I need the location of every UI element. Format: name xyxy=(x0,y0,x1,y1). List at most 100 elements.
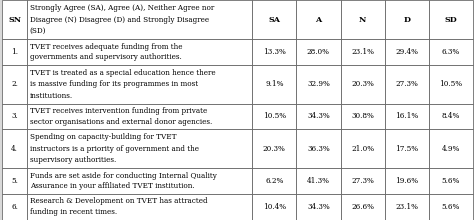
Bar xyxy=(429,0,473,39)
Bar xyxy=(296,129,340,168)
Text: 30.8%: 30.8% xyxy=(351,112,374,120)
Text: 5.6%: 5.6% xyxy=(442,203,460,211)
Bar xyxy=(27,0,252,39)
Text: 20.3%: 20.3% xyxy=(351,80,374,88)
Text: 6.3%: 6.3% xyxy=(442,48,460,56)
Text: 29.4%: 29.4% xyxy=(395,48,418,56)
Text: 4.: 4. xyxy=(11,145,18,153)
Text: 36.3%: 36.3% xyxy=(307,145,330,153)
Text: 28.0%: 28.0% xyxy=(307,48,330,56)
Bar xyxy=(385,65,429,104)
Bar xyxy=(429,168,473,194)
Text: 5.6%: 5.6% xyxy=(442,177,460,185)
Bar xyxy=(252,194,296,220)
Text: supervisory authorities.: supervisory authorities. xyxy=(30,156,116,164)
Text: A: A xyxy=(315,16,321,24)
Text: 23.1%: 23.1% xyxy=(351,48,374,56)
Text: TVET receives adequate funding from the: TVET receives adequate funding from the xyxy=(30,43,182,51)
Bar xyxy=(252,168,296,194)
Bar xyxy=(296,65,340,104)
Text: 17.5%: 17.5% xyxy=(395,145,419,153)
Bar xyxy=(385,168,429,194)
Bar xyxy=(27,65,252,104)
Text: N: N xyxy=(359,16,366,24)
Bar xyxy=(252,0,296,39)
Text: institutions.: institutions. xyxy=(30,92,73,100)
Text: 19.6%: 19.6% xyxy=(395,177,419,185)
Text: 8.4%: 8.4% xyxy=(442,112,460,120)
Text: 5.: 5. xyxy=(11,177,18,185)
Text: 34.3%: 34.3% xyxy=(307,203,330,211)
Text: Strongly Agree (SA), Agree (A), Neither Agree nor: Strongly Agree (SA), Agree (A), Neither … xyxy=(30,4,214,12)
Bar xyxy=(2,168,27,194)
Text: is massive funding for its programmes in most: is massive funding for its programmes in… xyxy=(30,80,198,88)
Text: 27.3%: 27.3% xyxy=(351,177,374,185)
Text: 26.6%: 26.6% xyxy=(351,203,374,211)
Text: 3.: 3. xyxy=(11,112,18,120)
Bar xyxy=(429,65,473,104)
Bar xyxy=(27,168,252,194)
Bar xyxy=(340,129,385,168)
Bar xyxy=(27,39,252,65)
Bar xyxy=(385,39,429,65)
Bar xyxy=(2,104,27,129)
Text: 10.4%: 10.4% xyxy=(263,203,286,211)
Text: 4.9%: 4.9% xyxy=(442,145,460,153)
Bar xyxy=(296,0,340,39)
Text: Assurance in your affiliated TVET institution.: Assurance in your affiliated TVET instit… xyxy=(30,182,194,190)
Bar xyxy=(340,0,385,39)
Text: Funds are set aside for conducting Internal Quality: Funds are set aside for conducting Inter… xyxy=(30,172,217,180)
Text: TVET is treated as a special education hence there: TVET is treated as a special education h… xyxy=(30,69,216,77)
Text: Research & Development on TVET has attracted: Research & Development on TVET has attra… xyxy=(30,197,208,205)
Bar xyxy=(27,194,252,220)
Text: 9.1%: 9.1% xyxy=(265,80,283,88)
Text: 10.5%: 10.5% xyxy=(439,80,463,88)
Bar xyxy=(429,104,473,129)
Bar xyxy=(385,129,429,168)
Text: 6.2%: 6.2% xyxy=(265,177,283,185)
Text: 6.: 6. xyxy=(11,203,18,211)
Text: Disagree (N) Disagree (D) and Strongly Disagree: Disagree (N) Disagree (D) and Strongly D… xyxy=(30,16,209,24)
Bar xyxy=(429,129,473,168)
Bar xyxy=(252,104,296,129)
Text: SD: SD xyxy=(445,16,457,24)
Bar xyxy=(340,104,385,129)
Bar xyxy=(252,65,296,104)
Text: 1.: 1. xyxy=(11,48,18,56)
Bar xyxy=(27,129,252,168)
Text: Spending on capacity-building for TVET: Spending on capacity-building for TVET xyxy=(30,133,176,141)
Text: SA: SA xyxy=(268,16,280,24)
Text: D: D xyxy=(403,16,410,24)
Text: funding in recent times.: funding in recent times. xyxy=(30,208,117,216)
Text: 41.3%: 41.3% xyxy=(307,177,330,185)
Bar xyxy=(340,168,385,194)
Bar xyxy=(296,168,340,194)
Bar xyxy=(27,104,252,129)
Bar xyxy=(252,39,296,65)
Text: SN: SN xyxy=(8,16,21,24)
Text: 20.3%: 20.3% xyxy=(263,145,286,153)
Bar xyxy=(296,104,340,129)
Text: 10.5%: 10.5% xyxy=(263,112,286,120)
Bar xyxy=(296,39,340,65)
Text: 32.9%: 32.9% xyxy=(307,80,330,88)
Bar xyxy=(429,194,473,220)
Bar xyxy=(2,65,27,104)
Bar xyxy=(2,39,27,65)
Text: 16.1%: 16.1% xyxy=(395,112,419,120)
Bar xyxy=(2,0,27,39)
Bar xyxy=(252,129,296,168)
Bar xyxy=(385,0,429,39)
Bar xyxy=(2,194,27,220)
Bar xyxy=(340,65,385,104)
Text: 13.3%: 13.3% xyxy=(263,48,286,56)
Text: 34.3%: 34.3% xyxy=(307,112,330,120)
Text: governments and supervisory authorities.: governments and supervisory authorities. xyxy=(30,53,182,61)
Text: instructors is a priority of government and the: instructors is a priority of government … xyxy=(30,145,199,153)
Text: sector organisations and external donor agencies.: sector organisations and external donor … xyxy=(30,118,212,126)
Text: (SD): (SD) xyxy=(30,27,46,35)
Bar xyxy=(340,194,385,220)
Bar xyxy=(385,194,429,220)
Text: TVET receives intervention funding from private: TVET receives intervention funding from … xyxy=(30,107,207,115)
Bar xyxy=(2,129,27,168)
